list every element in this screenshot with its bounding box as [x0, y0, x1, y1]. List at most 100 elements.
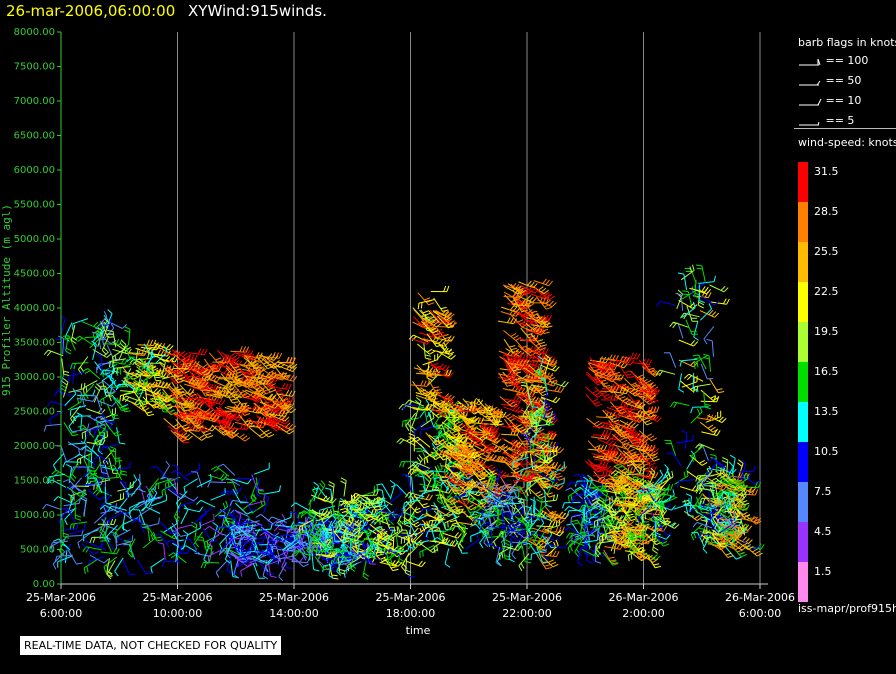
wind-barb: [212, 356, 232, 364]
legend-divider: [794, 128, 896, 129]
wind-barb: [637, 412, 657, 421]
wind-barb: [637, 385, 656, 396]
wind-barb: [413, 454, 423, 474]
wind-barb: [137, 560, 153, 575]
wind-barb: [637, 465, 657, 473]
y-tick-label: 5500.00: [14, 200, 55, 211]
wind-barb: [259, 531, 278, 543]
wind-barb: [177, 356, 197, 364]
wind-barb: [199, 507, 213, 524]
wind-barb: [501, 456, 520, 467]
wind-barb: [87, 488, 106, 501]
wind-barb: [527, 410, 538, 428]
wind-barb: [609, 401, 627, 415]
y-axis-label: 915 Profiler Altitude (m agl): [0, 204, 13, 396]
wind-barb: [472, 427, 492, 434]
wind-barb: [701, 536, 721, 543]
wind-barb: [737, 459, 744, 479]
wind-barb: [196, 474, 212, 488]
wind-barb: [437, 315, 454, 329]
wind-barb: [412, 540, 430, 550]
wind-barb: [534, 320, 550, 335]
wind-barb: [690, 445, 704, 462]
wind-barb: [379, 560, 399, 567]
wind-barb: [566, 509, 585, 517]
wind-barb: [540, 364, 560, 372]
wind-barb: [270, 545, 281, 563]
wind-barb: [353, 541, 360, 561]
wind-barb: [61, 522, 79, 532]
wind-barb: [442, 532, 462, 539]
wind-barb: [413, 494, 430, 509]
wind-barb: [67, 371, 85, 383]
wind-barb: [180, 417, 201, 425]
wind-barb: [215, 560, 228, 578]
wind-barb: [194, 368, 214, 377]
y-tick-label: 500.00: [20, 545, 55, 556]
wind-barb: [52, 452, 65, 471]
wind-barb: [520, 327, 537, 341]
wind-barb: [515, 390, 535, 398]
wind-barb: [161, 482, 177, 497]
wind-barb: [509, 375, 525, 391]
wind-barb: [431, 398, 450, 409]
wind-barb: [512, 425, 531, 437]
wind-barb: [588, 476, 609, 485]
x-tick-time: 2:00:00: [622, 607, 664, 620]
wind-barb: [499, 396, 518, 408]
wind-barb: [204, 525, 224, 536]
wind-barb: [503, 395, 524, 403]
quality-note: REAL-TIME DATA, NOT CHECKED FOR QUALITY: [20, 636, 282, 655]
wind-barb: [64, 388, 77, 406]
wind-barb: [181, 363, 201, 371]
speed-label: 13.5: [814, 405, 839, 418]
wind-barb: [518, 553, 530, 572]
wind-barb: [203, 358, 220, 373]
wind-barb: [532, 314, 552, 322]
wind-barb: [485, 528, 493, 547]
wind-barb: [503, 291, 523, 301]
wind-barb: [243, 406, 263, 414]
wind-barb: [258, 561, 275, 576]
wind-barb: [525, 326, 545, 334]
wind-barb: [81, 321, 102, 329]
wind-barb: [219, 387, 240, 395]
y-tick-label: 7500.00: [14, 62, 55, 73]
wind-barb: [200, 380, 217, 395]
wind-barb: [479, 439, 497, 452]
wind-barb: [733, 489, 747, 507]
wind-barb: [622, 430, 639, 445]
wind-barb: [98, 456, 108, 475]
wind-barb: [277, 374, 298, 382]
wind-barb: [122, 559, 136, 575]
wind-barb: [108, 375, 114, 395]
wind-barb: [140, 506, 161, 514]
wind-barb: [217, 349, 234, 363]
wind-barb: [503, 359, 519, 374]
wind-barb: [241, 372, 259, 386]
wind-barb: [528, 314, 547, 326]
wind-barb: [652, 534, 659, 554]
wind-barb: [606, 479, 624, 492]
wind-barb: [503, 351, 523, 358]
wind-barb: [216, 383, 236, 391]
wind-barb: [530, 297, 550, 304]
wind-barb: [724, 530, 744, 538]
wind-barb: [255, 477, 262, 498]
wind-barb: [249, 549, 265, 564]
wind-barb: [185, 462, 201, 477]
wind-barb: [257, 394, 273, 410]
wind-barb: [89, 423, 106, 436]
wind-barb: [154, 392, 174, 403]
wind-barb: [480, 460, 498, 473]
wind-barb: [529, 441, 546, 453]
wind-barb: [624, 461, 641, 475]
wind-barb: [163, 517, 178, 533]
wind-barb: [638, 453, 656, 466]
y-tick-label: 6500.00: [14, 131, 55, 142]
speed-label: 16.5: [814, 365, 839, 378]
wind-barb: [737, 465, 756, 473]
wind-barb: [108, 511, 124, 526]
wind-barb: [491, 490, 507, 505]
wind-barb: [291, 550, 312, 557]
